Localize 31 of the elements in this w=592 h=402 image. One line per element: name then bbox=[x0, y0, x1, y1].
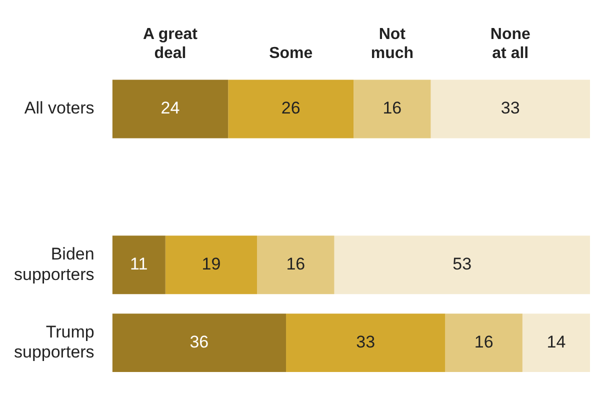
data-label: 16 bbox=[286, 254, 306, 274]
y-tick-label: Trump supporters bbox=[14, 322, 94, 362]
data-label: 36 bbox=[190, 332, 209, 352]
bar bbox=[354, 80, 431, 138]
data-label: 14 bbox=[546, 332, 566, 352]
bar bbox=[286, 314, 446, 372]
data-label: 16 bbox=[474, 332, 494, 352]
bar bbox=[112, 314, 286, 372]
y-tick-label: All voters bbox=[24, 98, 94, 118]
bar bbox=[334, 236, 590, 294]
data-label: 53 bbox=[452, 254, 472, 274]
series-label: Not much bbox=[370, 26, 414, 62]
data-label: 11 bbox=[130, 254, 148, 274]
bar bbox=[228, 80, 354, 138]
y-tick-label: Biden supporters bbox=[14, 244, 94, 284]
bar bbox=[165, 236, 258, 294]
data-label: 33 bbox=[356, 332, 376, 352]
series-label: A great deal bbox=[142, 26, 198, 62]
bar bbox=[112, 80, 228, 138]
series-label: Some bbox=[269, 45, 313, 62]
series-label: None at all bbox=[490, 26, 530, 62]
bar bbox=[430, 80, 590, 138]
bar bbox=[445, 314, 522, 372]
data-label: 19 bbox=[202, 254, 221, 274]
data-label: 33 bbox=[500, 98, 520, 118]
data-label: 16 bbox=[382, 98, 402, 118]
bar bbox=[112, 236, 166, 294]
data-label: 24 bbox=[160, 98, 180, 118]
bar bbox=[257, 236, 334, 294]
bar bbox=[522, 314, 590, 372]
data-label: 26 bbox=[281, 98, 300, 118]
